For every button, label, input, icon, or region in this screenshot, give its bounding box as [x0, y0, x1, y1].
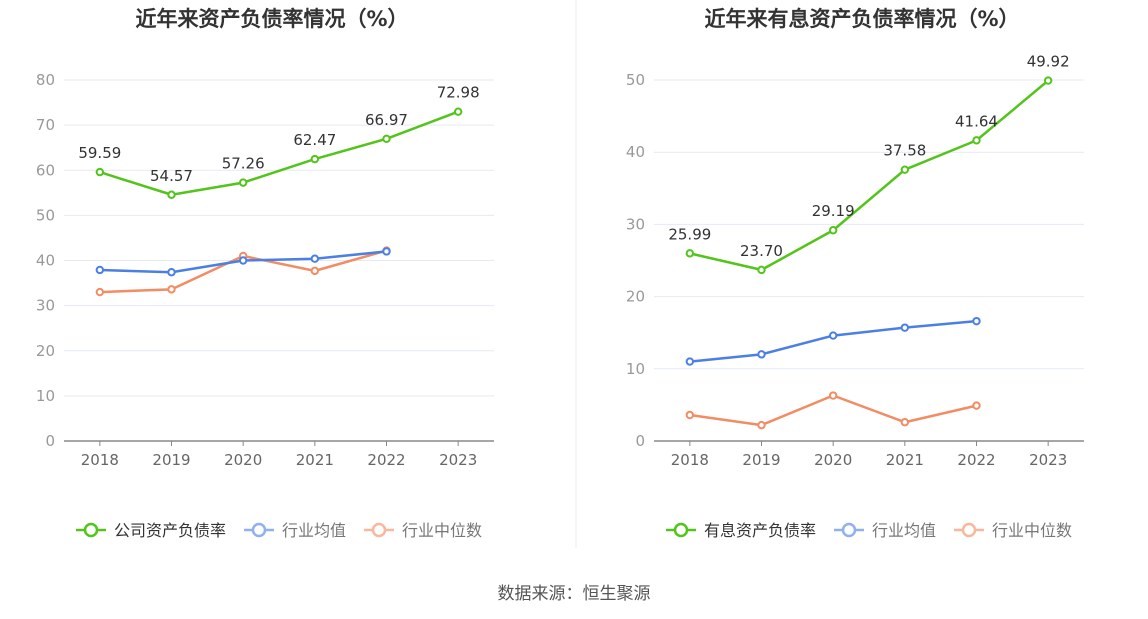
data-point-company	[828, 226, 838, 235]
data-point-company	[685, 249, 695, 258]
legend-label: 公司资产负债率	[114, 521, 226, 540]
legend-label: 有息资产负债率	[704, 521, 816, 540]
data-point-company	[167, 190, 176, 199]
series-line-median	[689, 394, 977, 427]
y-tick-label: 20	[626, 288, 645, 306]
legend-marker	[371, 522, 387, 538]
y-tick-label: 20	[36, 342, 55, 360]
data-point-avg	[382, 247, 391, 256]
data-point-median	[828, 391, 838, 400]
data-label: 25.99	[668, 225, 711, 243]
legend-item-company: 公司资产负债率	[76, 521, 226, 540]
legend-marker	[841, 522, 857, 538]
data-point-median	[972, 401, 981, 410]
data-point-avg	[310, 254, 320, 263]
chart-title: 近年来有息资产负债率情况（%）	[704, 7, 1019, 31]
legend-item-avg: 行业均值	[244, 521, 346, 540]
data-point-median	[900, 418, 910, 427]
data-label: 72.98	[437, 84, 480, 102]
data-label: 23.70	[740, 242, 783, 260]
y-tick-label: 50	[36, 206, 55, 224]
data-point-company	[310, 154, 320, 164]
data-point-avg	[238, 256, 248, 265]
x-tick-label: 2023	[439, 451, 477, 469]
data-point-median	[685, 410, 695, 420]
data-point-company	[453, 107, 463, 116]
data-point-avg	[972, 316, 981, 326]
legend-label: 行业均值	[282, 521, 346, 540]
legend-label: 行业中位数	[992, 521, 1072, 540]
y-tick-label: 70	[36, 116, 55, 134]
data-point-median	[310, 266, 320, 276]
data-label: 66.97	[365, 111, 408, 129]
data-point-avg	[828, 331, 838, 340]
data-point-avg	[95, 265, 105, 275]
y-tick-label: 0	[635, 432, 645, 450]
y-tick-label: 10	[36, 387, 55, 405]
y-tick-label: 50	[626, 71, 645, 89]
x-tick-label: 2020	[814, 451, 852, 469]
chart-2: 近年来有息资产负债率情况（%） 0 10 20 30 40 50 2018 2019 2020 20…	[626, 7, 1084, 540]
data-point-company	[95, 167, 105, 177]
x-tick-label: 2021	[296, 451, 334, 469]
data-point-company	[972, 136, 981, 145]
data-label: 62.47	[293, 131, 336, 149]
x-tick-label: 2022	[367, 451, 405, 469]
data-point-company	[382, 134, 391, 143]
x-tick-label: 2019	[152, 451, 190, 469]
series-line-company	[99, 110, 459, 197]
data-label: 49.92	[1027, 53, 1070, 71]
data-point-company	[900, 165, 910, 174]
legend-item-median: 行业中位数	[954, 521, 1072, 540]
legend-marker	[673, 522, 689, 538]
data-point-median	[167, 285, 176, 294]
chart-title: 近年来资产负债率情况（%）	[135, 7, 408, 31]
data-point-avg	[167, 268, 176, 277]
legend-marker	[961, 522, 977, 538]
data-label: 54.57	[150, 167, 193, 185]
y-tick-label: 80	[36, 71, 55, 89]
data-point-company	[1043, 76, 1053, 85]
data-source-note: 数据来源：恒生聚源	[497, 584, 651, 604]
x-tick-label: 2022	[957, 451, 995, 469]
x-tick-label: 2019	[742, 451, 780, 469]
data-label: 37.58	[883, 142, 926, 160]
y-tick-label: 30	[626, 215, 645, 233]
x-tick-label: 2023	[1029, 451, 1067, 469]
legend-label: 行业中位数	[402, 521, 482, 540]
legend-item-median: 行业中位数	[364, 521, 482, 540]
data-point-median	[757, 420, 766, 430]
data-label: 29.19	[812, 202, 855, 220]
x-tick-label: 2021	[886, 451, 924, 469]
y-tick-label: 0	[45, 432, 55, 450]
data-point-avg	[900, 323, 910, 332]
series-line-company	[689, 79, 1049, 272]
x-tick-label: 2020	[224, 451, 262, 469]
y-tick-label: 60	[36, 161, 55, 179]
series-line-avg	[689, 319, 977, 363]
data-point-avg	[757, 350, 766, 359]
y-tick-label: 40	[626, 143, 645, 161]
y-tick-label: 40	[36, 252, 55, 270]
data-label: 59.59	[78, 144, 121, 162]
chart-1: 近年来资产负债率情况（%） 0 10 20 30 40 50 60 70 80 2018 2019 20…	[36, 7, 494, 540]
legend-marker	[251, 522, 267, 538]
y-tick-label: 10	[626, 360, 645, 378]
data-point-company	[238, 178, 248, 187]
data-label: 57.26	[222, 155, 265, 173]
data-point-avg	[685, 357, 695, 366]
x-tick-label: 2018	[671, 451, 709, 469]
legend-item-avg: 行业均值	[834, 521, 936, 540]
data-point-median	[95, 287, 105, 297]
x-tick-label: 2018	[81, 451, 119, 469]
data-point-company	[757, 265, 766, 275]
data-label: 41.64	[955, 112, 998, 130]
legend-label: 行业均值	[872, 521, 936, 540]
y-tick-label: 30	[36, 297, 55, 315]
legend-marker	[83, 522, 99, 538]
legend-item-company: 有息资产负债率	[666, 521, 816, 540]
